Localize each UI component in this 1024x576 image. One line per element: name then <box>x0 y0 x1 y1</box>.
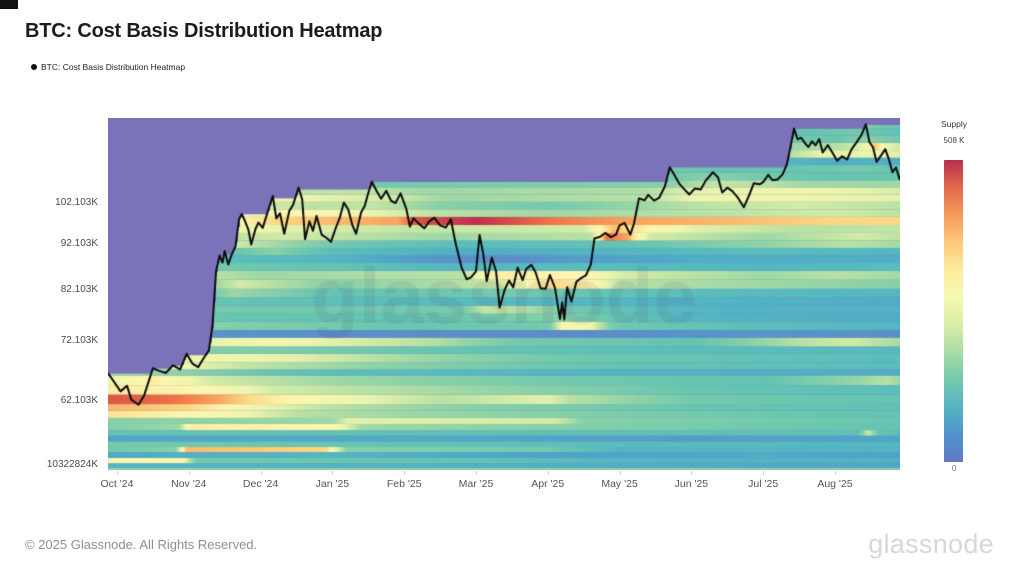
page-title: BTC: Cost Basis Distribution Heatmap <box>25 20 383 42</box>
colorbar-min-label: 0 <box>951 464 957 473</box>
y-axis-tick-label: 102.103K <box>55 196 98 208</box>
legend-dot-icon <box>31 64 37 70</box>
x-axis-tickmark <box>188 471 190 475</box>
y-axis-tick-label: 82.103K <box>60 283 98 295</box>
x-axis-tickmark <box>691 471 693 475</box>
y-axis-tick-label: 92.103K <box>60 237 98 249</box>
x-axis-tickmark <box>332 471 334 475</box>
x-axis-tick-label: Jan '25 <box>315 478 350 490</box>
x-axis-tick-label: May '25 <box>601 478 638 490</box>
x-axis-tickmark <box>619 471 621 475</box>
glassnode-logo: glassnode <box>868 529 994 559</box>
plot-canvas[interactable] <box>108 118 900 470</box>
y-axis-tick-label: 72.103K <box>60 335 98 347</box>
x-axis-tickmark <box>404 471 406 475</box>
colorbar-max-label: 508 K <box>943 136 965 145</box>
x-axis-tickmark <box>763 471 765 475</box>
x-axis-tick-label: Oct '24 <box>100 478 134 490</box>
x-axis-tick-label: Mar '25 <box>458 478 494 490</box>
corner-artifact <box>0 0 18 9</box>
y-axis-tick-label: 10322824K <box>46 459 98 470</box>
x-axis-tick-label: Apr '25 <box>531 478 565 490</box>
legend-item[interactable]: BTC: Cost Basis Distribution Heatmap <box>31 62 185 72</box>
x-axis-tickmark <box>260 471 262 475</box>
copyright-text: © 2025 Glassnode. All Rights Reserved. <box>25 537 258 552</box>
x-axis-tick-label: Nov '24 <box>171 478 207 490</box>
x-axis-tickmark <box>834 471 836 475</box>
x-axis-tickmark <box>475 471 477 475</box>
x-axis-tick-label: Jun '25 <box>674 478 709 490</box>
x-axis-tickmark <box>116 471 118 475</box>
x-axis-tick-label: Dec '24 <box>242 478 279 490</box>
x-axis-tick-label: Feb '25 <box>386 478 422 490</box>
legend-label: BTC: Cost Basis Distribution Heatmap <box>41 62 186 72</box>
x-axis-tick-label: Jul '25 <box>748 478 779 490</box>
x-axis-tick-label: Aug '25 <box>817 478 853 490</box>
colorbar-gradient <box>944 160 963 462</box>
y-axis-tick-label: 62.103K <box>60 394 98 406</box>
x-axis-tickmark <box>547 471 549 475</box>
colorbar-title: Supply <box>941 119 967 129</box>
